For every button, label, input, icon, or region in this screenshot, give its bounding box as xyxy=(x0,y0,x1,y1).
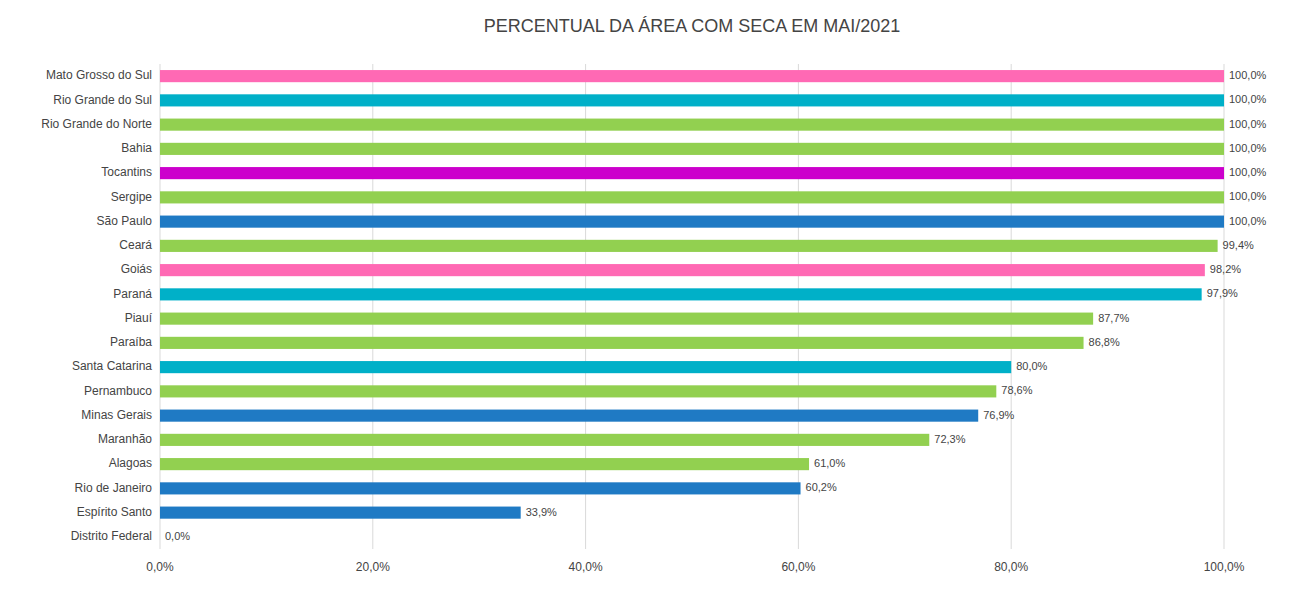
grid-line xyxy=(585,64,586,549)
bar xyxy=(160,385,996,397)
data-label: 100,0% xyxy=(1229,69,1267,81)
x-tick-label: 60,0% xyxy=(781,560,815,574)
category-label: São Paulo xyxy=(97,214,153,228)
bar xyxy=(160,264,1205,276)
category-label: Santa Catarina xyxy=(72,359,152,373)
bar xyxy=(160,458,809,470)
category-label: Tocantins xyxy=(101,165,152,179)
grid-line xyxy=(1011,64,1012,549)
bar xyxy=(160,288,1202,300)
data-label: 100,0% xyxy=(1229,142,1267,154)
data-label: 61,0% xyxy=(814,457,845,469)
data-label: 98,2% xyxy=(1210,263,1241,275)
category-label: Piauí xyxy=(125,311,153,325)
bar xyxy=(160,167,1224,179)
data-label: 86,8% xyxy=(1089,336,1120,348)
data-label: 80,0% xyxy=(1016,360,1047,372)
category-label: Pernambuco xyxy=(84,384,152,398)
bar xyxy=(160,240,1218,252)
category-label: Sergipe xyxy=(111,190,153,204)
grid-line xyxy=(798,64,799,549)
bar xyxy=(160,70,1224,82)
x-tick-label: 100,0% xyxy=(1204,560,1245,574)
bar xyxy=(160,143,1224,155)
bar xyxy=(160,313,1093,325)
category-label: Minas Gerais xyxy=(81,408,152,422)
data-label: 33,9% xyxy=(526,506,557,518)
bar xyxy=(160,482,801,494)
grid-line xyxy=(160,64,161,549)
data-label: 78,6% xyxy=(1001,384,1032,396)
bar xyxy=(160,119,1224,131)
category-label: Rio Grande do Norte xyxy=(41,117,152,131)
bar xyxy=(160,216,1224,228)
x-tick-label: 20,0% xyxy=(356,560,390,574)
title: PERCENTUAL DA ÁREA COM SECA EM MAI/2021 xyxy=(484,16,900,36)
category-label: Espírito Santo xyxy=(77,505,153,519)
bar xyxy=(160,337,1084,349)
category-label: Paraíba xyxy=(110,335,152,349)
data-label: 100,0% xyxy=(1229,190,1267,202)
data-label: 99,4% xyxy=(1223,239,1254,251)
x-tick-label: 80,0% xyxy=(994,560,1028,574)
category-label: Paraná xyxy=(113,287,152,301)
category-label: Alagoas xyxy=(109,456,152,470)
bar xyxy=(160,507,521,519)
data-label: 97,9% xyxy=(1207,287,1238,299)
category-label: Maranhão xyxy=(98,432,152,446)
category-label: Rio de Janeiro xyxy=(75,481,153,495)
category-label: Bahia xyxy=(121,141,152,155)
bar xyxy=(160,94,1224,106)
data-label: 72,3% xyxy=(934,433,965,445)
bar xyxy=(160,410,978,422)
y-axis: Distrito Federal Espírito Santo Rio de Jan… xyxy=(41,68,152,543)
grid-line xyxy=(1224,64,1225,549)
grid-line xyxy=(372,64,373,549)
data-label: 100,0% xyxy=(1229,118,1267,130)
category-label: Goiás xyxy=(121,262,152,276)
data-label: 87,7% xyxy=(1098,312,1129,324)
category-label: Mato Grosso do Sul xyxy=(46,68,152,82)
bar xyxy=(160,434,929,446)
category-label: Rio Grande do Sul xyxy=(53,93,152,107)
bars xyxy=(160,70,1224,519)
data-labels: 0,0% 33,9% 60,2% 61,0% 72,3% 76,9% 78,6% 80,0% 8… xyxy=(165,69,1267,542)
bar xyxy=(160,361,1011,373)
grid xyxy=(160,64,1224,549)
data-label: 100,0% xyxy=(1229,166,1267,178)
data-label: 60,2% xyxy=(806,481,837,493)
bar xyxy=(160,531,161,543)
x-axis: 0,0% 20,0% 40,0% 60,0% 80,0% 100,0% xyxy=(146,560,1244,574)
x-tick-label: 40,0% xyxy=(569,560,603,574)
category-label: Distrito Federal xyxy=(71,529,152,543)
data-label: 100,0% xyxy=(1229,93,1267,105)
category-label: Ceará xyxy=(119,238,152,252)
x-tick-label: 0,0% xyxy=(146,560,174,574)
data-label: 76,9% xyxy=(983,409,1014,421)
data-label: 0,0% xyxy=(165,530,190,542)
data-label: 100,0% xyxy=(1229,215,1267,227)
chart: PERCENTUAL DA ÁREA COM SECA EM MAI/2021 0… xyxy=(0,0,1304,593)
bar xyxy=(160,191,1224,203)
